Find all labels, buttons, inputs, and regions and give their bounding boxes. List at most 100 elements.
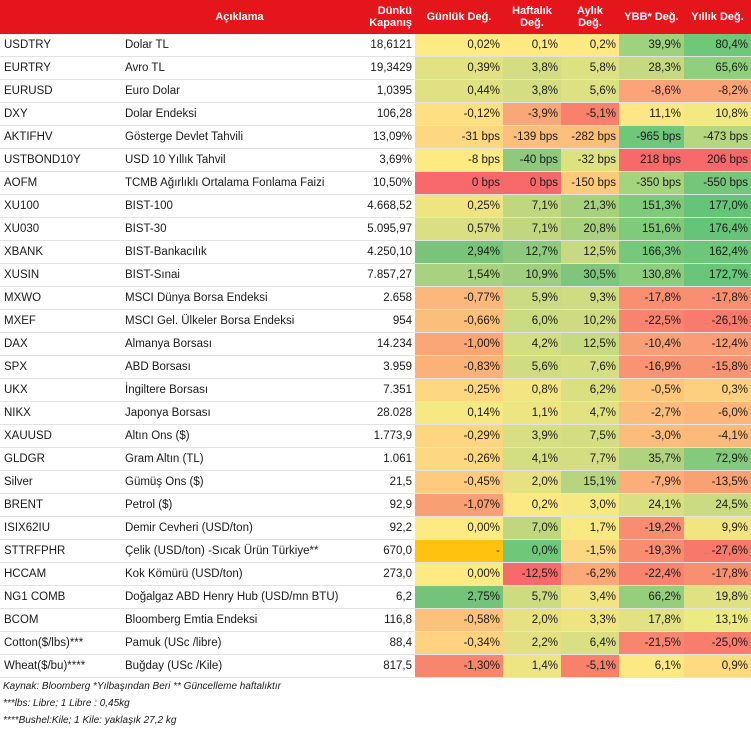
row-description: İngiltere Borsası — [122, 378, 357, 402]
table-row: USTBOND10Y USD 10 Yıllık Tahvil 3,69% -8 bp… — [0, 148, 751, 172]
row-yearly-change: -473 bps — [684, 125, 751, 149]
row-yearly-change: -15,8% — [684, 355, 751, 379]
row-close: 4.668,52 — [357, 194, 415, 218]
row-monthly-change: 0,2% — [561, 34, 619, 57]
row-close: 92,9 — [357, 493, 415, 517]
row-code: XU100 — [0, 194, 122, 218]
row-daily-change: 0,57% — [415, 217, 503, 241]
row-code: UKX — [0, 378, 122, 402]
row-description: BIST-Bankacılık — [122, 240, 357, 264]
row-description: Buğday (USc /Kile) — [122, 654, 357, 678]
row-close: 670,0 — [357, 539, 415, 563]
row-code: Silver — [0, 470, 122, 494]
row-weekly-change: -3,9% — [503, 102, 561, 126]
row-daily-change: -0,26% — [415, 447, 503, 471]
row-weekly-change: 5,7% — [503, 585, 561, 609]
header-weekly: Haftalık Değ. — [503, 0, 561, 34]
row-weekly-change: 1,1% — [503, 401, 561, 425]
row-yearly-change: 24,5% — [684, 493, 751, 517]
table-row: DXY Dolar Endeksi 106,28 -0,12% -3,9% -5,1% 11… — [0, 102, 751, 126]
table-row: Cotton($/lbs)*** Pamuk (USc /libre) 88,4 -0… — [0, 631, 751, 655]
row-daily-change: 1,54% — [415, 263, 503, 287]
row-description: Pamuk (USc /libre) — [122, 631, 357, 655]
row-close: 21,5 — [357, 470, 415, 494]
row-daily-change: 0,39% — [415, 56, 503, 80]
row-code: DAX — [0, 332, 122, 356]
table-row: UKX İngiltere Borsası 7.351 -0,25% 0,8% 6,2% -… — [0, 378, 751, 402]
row-description: Avro TL — [122, 56, 357, 80]
row-description: BIST-Sınai — [122, 263, 357, 287]
row-weekly-change: 3,9% — [503, 424, 561, 448]
row-yearly-change: 19,8% — [684, 585, 751, 609]
row-ytd-change: 35,7% — [619, 447, 684, 471]
row-daily-change: -31 bps — [415, 125, 503, 149]
table-row: STTRFPHR Çelik (USD/ton) -Sıcak Ürün Türk… — [0, 539, 751, 563]
row-ytd-change: 151,6% — [619, 217, 684, 241]
row-close: 7.351 — [357, 378, 415, 402]
row-monthly-change: 3,3% — [561, 608, 619, 632]
row-yearly-change: 172,7% — [684, 263, 751, 287]
row-daily-change: 0,14% — [415, 401, 503, 425]
row-yearly-change: -17,8% — [684, 286, 751, 310]
row-ytd-change: 66,2% — [619, 585, 684, 609]
table-row: BCOM Bloomberg Emtia Endeksi 116,8 -0,58% 2,… — [0, 608, 751, 632]
row-ytd-change: -0,5% — [619, 378, 684, 402]
row-code: USDTRY — [0, 34, 122, 57]
row-daily-change: -0,45% — [415, 470, 503, 494]
row-description: Dolar Endeksi — [122, 102, 357, 126]
row-daily-change: 0,25% — [415, 194, 503, 218]
row-monthly-change: 5,8% — [561, 56, 619, 80]
row-description: Gümüş Ons ($) — [122, 470, 357, 494]
row-monthly-change: -32 bps — [561, 148, 619, 172]
row-close: 28.028 — [357, 401, 415, 425]
row-ytd-change: -8,6% — [619, 79, 684, 103]
table-row: XU100 BIST-100 4.668,52 0,25% 7,1% 21,3% 151,3… — [0, 194, 751, 218]
row-close: 6,2 — [357, 585, 415, 609]
row-close: 1.773,9 — [357, 424, 415, 448]
row-ytd-change: -22,5% — [619, 309, 684, 333]
row-ytd-change: 218 bps — [619, 148, 684, 172]
row-monthly-change: 7,5% — [561, 424, 619, 448]
row-weekly-change: 0,0% — [503, 539, 561, 563]
row-yearly-change: 176,4% — [684, 217, 751, 241]
footnotes: Kaynak: Bloomberg *Yılbaşından Beri ** G… — [0, 678, 751, 729]
row-ytd-change: -965 bps — [619, 125, 684, 149]
table-row: AOFM TCMB Ağırlıklı Ortalama Fonlama Faiz… — [0, 171, 751, 195]
row-code: XUSIN — [0, 263, 122, 287]
row-daily-change: 0,02% — [415, 34, 503, 57]
row-description: MSCI Dünya Borsa Endeksi — [122, 286, 357, 310]
row-code: ISIX62IU — [0, 516, 122, 540]
row-ytd-change: 17,8% — [619, 608, 684, 632]
row-description: Almanya Borsası — [122, 332, 357, 356]
row-weekly-change: 1,4% — [503, 654, 561, 678]
table-row: XUSIN BIST-Sınai 7.857,27 1,54% 10,9% 30,5% 13… — [0, 263, 751, 287]
row-ytd-change: -7,9% — [619, 470, 684, 494]
row-description: Euro Dolar — [122, 79, 357, 103]
row-close: 273,0 — [357, 562, 415, 586]
row-weekly-change: 3,8% — [503, 56, 561, 80]
row-ytd-change: 24,1% — [619, 493, 684, 517]
row-ytd-change: 6,1% — [619, 654, 684, 678]
row-monthly-change: 12,5% — [561, 240, 619, 264]
row-weekly-change: 2,0% — [503, 608, 561, 632]
row-monthly-change: -1,5% — [561, 539, 619, 563]
row-ytd-change: -21,5% — [619, 631, 684, 655]
row-yearly-change: -27,6% — [684, 539, 751, 563]
row-daily-change: 0,44% — [415, 79, 503, 103]
row-weekly-change: -12,5% — [503, 562, 561, 586]
row-monthly-change: 30,5% — [561, 263, 619, 287]
row-close: 2.658 — [357, 286, 415, 310]
row-daily-change: -0,25% — [415, 378, 503, 402]
header-code — [0, 0, 122, 34]
table-row: XAUUSD Altın Ons ($) 1.773,9 -0,29% 3,9% 7,5%… — [0, 424, 751, 448]
row-yearly-change: 162,4% — [684, 240, 751, 264]
footnote-source: Kaynak: Bloomberg *Yılbaşından Beri ** G… — [3, 681, 281, 692]
row-description: ABD Borsası — [122, 355, 357, 379]
row-description: Dolar TL — [122, 34, 357, 57]
table-row: DAX Almanya Borsası 14.234 -1,00% 4,2% 12,5% -… — [0, 332, 751, 356]
row-daily-change: 0,00% — [415, 516, 503, 540]
row-ytd-change: -3,0% — [619, 424, 684, 448]
row-code: MXWO — [0, 286, 122, 310]
row-daily-change: - — [415, 539, 503, 563]
row-daily-change: 2,75% — [415, 585, 503, 609]
